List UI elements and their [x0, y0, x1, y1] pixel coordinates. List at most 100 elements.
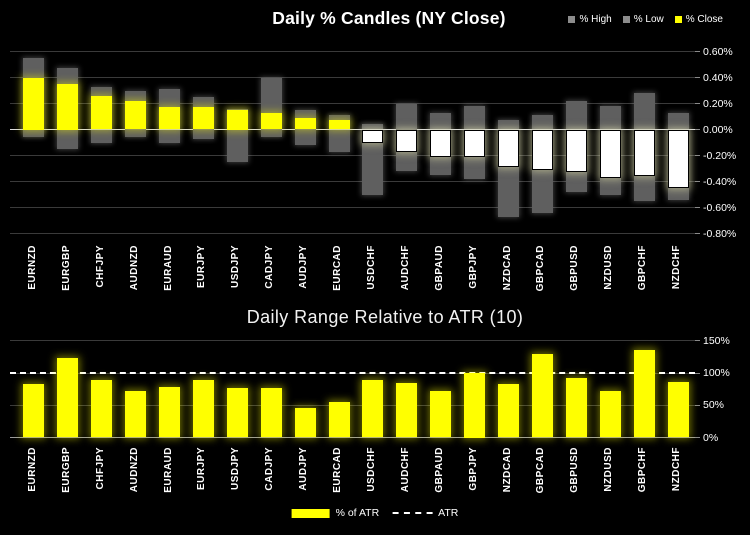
- y-tick-label: 0%: [703, 431, 719, 444]
- y-tick-label: 150%: [703, 334, 730, 347]
- atr-bar-USDCHF: [362, 380, 384, 438]
- x-tick-label-USDJPY: USDJPY: [230, 245, 242, 289]
- atr-bar-AUDJPY: [294, 408, 316, 438]
- y-gridline: [10, 51, 695, 52]
- y-axis-tick: [695, 51, 700, 52]
- x-tick-label-GBPAUD: GBPAUD: [433, 447, 445, 493]
- high-swatch-icon: [568, 16, 576, 23]
- legend-label-low: % Low: [633, 14, 664, 25]
- atr-bar-GBPCHF: [633, 350, 655, 438]
- x-tick-label-EURGBP: EURGBP: [60, 447, 72, 493]
- high-bar-GBPUSD: [565, 100, 587, 130]
- atr-bar-GBPUSD: [565, 378, 587, 438]
- y-gridline: [10, 181, 695, 182]
- y-tick-label: 0.40%: [703, 71, 733, 84]
- y-axis-tick: [695, 233, 700, 234]
- low-bar-AUDNZD: [125, 129, 147, 138]
- low-bar-AUDJPY: [294, 129, 316, 146]
- atr-bar-EURGBP: [57, 358, 79, 438]
- y-axis-tick: [695, 103, 700, 104]
- atr-bar-EURJPY: [192, 380, 214, 438]
- x-tick-label-EURNZD: EURNZD: [26, 447, 38, 492]
- close-bar-GBPJPY: [464, 129, 486, 157]
- atr-bar-CHFJPY: [91, 380, 113, 438]
- x-tick-label-EURNZD: EURNZD: [26, 245, 38, 290]
- y-tick-label: -0.40%: [703, 175, 737, 188]
- close-bar-GBPCAD: [531, 129, 553, 170]
- x-tick-label-EURCAD: EURCAD: [332, 245, 344, 291]
- y-axis-tick: [695, 372, 700, 374]
- atr-dashed-line-icon: [392, 512, 433, 514]
- close-bar-CHFJPY: [91, 95, 113, 130]
- x-tick-label-AUDNZD: AUDNZD: [128, 245, 140, 291]
- legend-item-low: % Low: [622, 14, 664, 25]
- close-bar-CADJPY: [260, 112, 282, 130]
- y-axis-tick: [695, 155, 700, 156]
- x-tick-label-CHFJPY: CHFJPY: [94, 245, 106, 288]
- x-tick-label-NZDCAD: NZDCAD: [501, 245, 513, 291]
- close-swatch-icon: [674, 16, 682, 23]
- close-bar-USDJPY: [226, 110, 248, 130]
- y-axis-tick: [695, 129, 700, 130]
- close-bar-EURNZD: [23, 77, 45, 130]
- close-bar-AUDNZD: [125, 100, 147, 130]
- x-tick-label-EURJPY: EURJPY: [196, 447, 208, 491]
- legend-label-pct-of-atr: % of ATR: [335, 507, 380, 519]
- close-bar-NZDUSD: [599, 129, 621, 178]
- x-tick-label-AUDJPY: AUDJPY: [298, 447, 310, 491]
- close-bar-EURJPY: [192, 107, 214, 130]
- atr-bar-GBPCAD: [531, 354, 553, 438]
- close-bar-AUDJPY: [294, 117, 316, 130]
- close-bar-GBPAUD: [430, 129, 452, 157]
- atr-bar-NZDUSD: [599, 391, 621, 438]
- atr-bar-GBPJPY: [464, 373, 486, 438]
- legend-item-pct-of-atr: % of ATR: [291, 507, 380, 519]
- x-tick-label-EURAUD: EURAUD: [162, 245, 174, 291]
- low-bar-EURGBP: [57, 129, 79, 149]
- x-tick-label-NZDCHF: NZDCHF: [671, 447, 683, 492]
- y-tick-label: -0.60%: [703, 201, 737, 214]
- x-tick-label-EURJPY: EURJPY: [196, 245, 208, 289]
- y-tick-label: 0.60%: [703, 45, 733, 58]
- x-tick-label-GBPUSD: GBPUSD: [569, 447, 581, 493]
- atr-reference-line: [10, 372, 695, 374]
- x-tick-label-NZDCAD: NZDCAD: [501, 447, 513, 493]
- close-bar-GBPCHF: [633, 129, 655, 177]
- legend-label-high: % High: [579, 14, 612, 25]
- close-bar-NZDCAD: [498, 129, 520, 168]
- high-bar-GBPAUD: [430, 112, 452, 130]
- x-tick-label-NZDUSD: NZDUSD: [603, 245, 615, 290]
- y-tick-label: 0.00%: [703, 123, 733, 136]
- x-tick-label-EURCAD: EURCAD: [332, 447, 344, 493]
- y-tick-label: 50%: [703, 399, 725, 412]
- low-swatch-icon: [622, 16, 630, 23]
- y-axis-tick: [695, 340, 700, 342]
- atr-bar-EURNZD: [23, 383, 45, 438]
- pct-of-atr-swatch-icon: [291, 508, 330, 518]
- high-bar-GBPCAD: [531, 115, 553, 130]
- close-bar-EURGBP: [57, 84, 79, 130]
- legend-item-high: % High: [568, 14, 612, 25]
- x-tick-label-GBPJPY: GBPJPY: [467, 447, 479, 491]
- x-tick-label-GBPAUD: GBPAUD: [433, 245, 445, 291]
- low-bar-USDCHF: [362, 129, 384, 195]
- low-bar-USDJPY: [226, 129, 248, 162]
- x-tick-label-GBPCAD: GBPCAD: [535, 245, 547, 292]
- legend-label-close: % Close: [685, 14, 723, 25]
- x-tick-label-AUDCHF: AUDCHF: [399, 245, 411, 291]
- y-axis-tick: [695, 77, 700, 78]
- y-axis-tick: [695, 181, 700, 182]
- y-gridline: [10, 404, 695, 406]
- atr-chart-title: Daily Range Relative to ATR (10): [246, 307, 524, 327]
- atr-bar-AUDCHF: [396, 382, 418, 438]
- low-bar-EURAUD: [159, 129, 181, 143]
- y-tick-label: -0.20%: [703, 149, 737, 162]
- candles-legend: % High % Low % Close: [568, 14, 723, 25]
- high-bar-NZDCAD: [498, 120, 520, 130]
- y-axis-tick: [695, 404, 700, 406]
- atr-bar-USDJPY: [226, 388, 248, 438]
- legend-item-close: % Close: [674, 14, 723, 25]
- low-bar-EURNZD: [23, 129, 45, 138]
- close-bar-EURCAD: [328, 120, 350, 130]
- x-tick-label-GBPCHF: GBPCHF: [637, 447, 649, 493]
